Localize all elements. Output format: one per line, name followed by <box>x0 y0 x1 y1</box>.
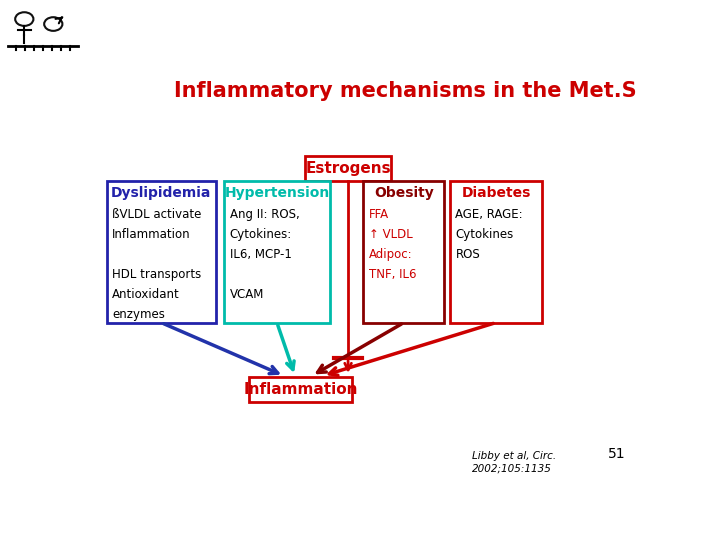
Text: Ang II: ROS,: Ang II: ROS, <box>230 208 300 221</box>
Text: Estrogens: Estrogens <box>305 161 391 176</box>
Bar <box>450 181 542 322</box>
Text: Inflammation: Inflammation <box>112 228 191 241</box>
Bar <box>364 181 444 322</box>
Text: Hypertension: Hypertension <box>225 186 330 200</box>
Text: Obesity: Obesity <box>374 186 433 200</box>
Text: IL6, MCP-1: IL6, MCP-1 <box>230 248 292 261</box>
Bar <box>224 181 330 322</box>
Bar <box>305 156 392 181</box>
Text: TNF, IL6: TNF, IL6 <box>369 268 416 281</box>
Text: FFA: FFA <box>369 208 389 221</box>
Text: AGE, RAGE:: AGE, RAGE: <box>456 208 523 221</box>
Text: Adipoc:: Adipoc: <box>369 248 413 261</box>
Text: ↑ VLDL: ↑ VLDL <box>369 228 413 241</box>
Text: ßVLDL activate: ßVLDL activate <box>112 208 202 221</box>
Text: Dyslipidemia: Dyslipidemia <box>111 186 212 200</box>
Text: Cytokines:: Cytokines: <box>230 228 292 241</box>
Text: Inflammatory mechanisms in the Met.S: Inflammatory mechanisms in the Met.S <box>174 82 636 102</box>
Text: enzymes: enzymes <box>112 308 165 321</box>
Text: ROS: ROS <box>456 248 480 261</box>
Text: HDL transports: HDL transports <box>112 268 202 281</box>
Text: VCAM: VCAM <box>230 288 264 301</box>
Text: 51: 51 <box>608 447 626 461</box>
Bar <box>249 377 352 402</box>
Text: Diabetes: Diabetes <box>462 186 531 200</box>
Text: Antioxidant: Antioxidant <box>112 288 180 301</box>
Text: Libby et al, Circ.
2002;105:1135: Libby et al, Circ. 2002;105:1135 <box>472 451 557 473</box>
Bar <box>107 181 215 322</box>
Text: Cytokines: Cytokines <box>456 228 514 241</box>
Text: Inflammation: Inflammation <box>243 382 358 397</box>
